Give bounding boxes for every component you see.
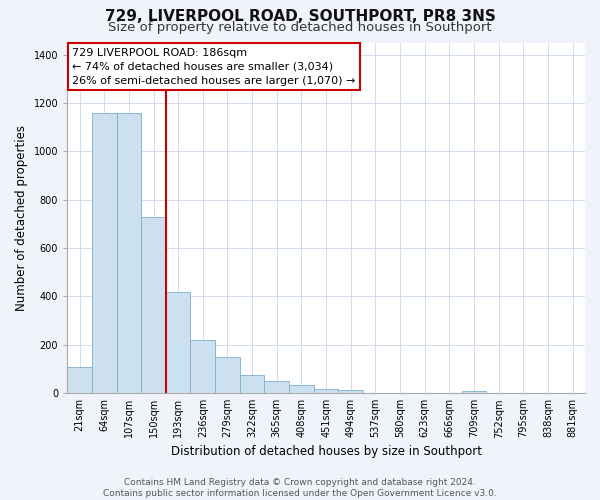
Text: Size of property relative to detached houses in Southport: Size of property relative to detached ho… [108,21,492,34]
Bar [240,375,265,393]
Bar [289,386,314,393]
Bar [141,216,166,393]
Bar [190,340,215,393]
Text: 729, LIVERPOOL ROAD, SOUTHPORT, PR8 3NS: 729, LIVERPOOL ROAD, SOUTHPORT, PR8 3NS [104,9,496,24]
Bar [116,112,141,393]
Text: Contains HM Land Registry data © Crown copyright and database right 2024.
Contai: Contains HM Land Registry data © Crown c… [103,478,497,498]
Bar [314,389,338,393]
Bar [338,390,363,393]
Bar [67,368,92,393]
Bar [265,381,289,393]
Bar [92,112,116,393]
Bar [215,358,240,393]
Y-axis label: Number of detached properties: Number of detached properties [15,125,28,311]
X-axis label: Distribution of detached houses by size in Southport: Distribution of detached houses by size … [170,444,482,458]
Bar [166,292,190,393]
Text: 729 LIVERPOOL ROAD: 186sqm
← 74% of detached houses are smaller (3,034)
26% of s: 729 LIVERPOOL ROAD: 186sqm ← 74% of deta… [73,48,356,86]
Bar [462,391,487,393]
